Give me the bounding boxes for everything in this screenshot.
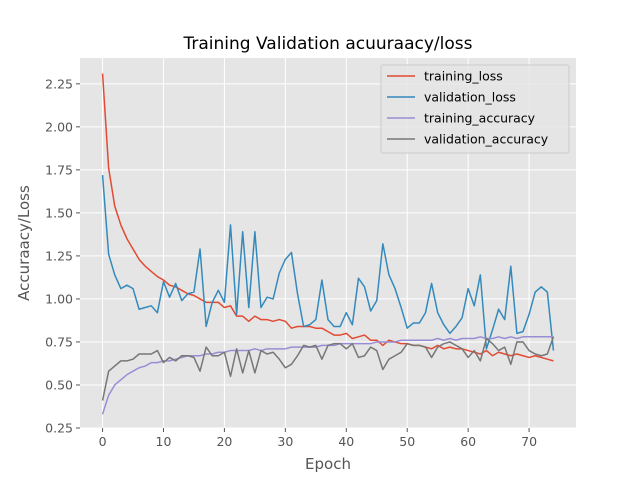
y-tick-label: 1.00 (45, 291, 73, 306)
y-tick-label: 0.75 (45, 334, 73, 349)
x-axis-label: Epoch (305, 455, 351, 473)
x-tick-label: 0 (99, 434, 107, 449)
y-tick-label: 1.50 (45, 205, 73, 220)
x-tick-label: 20 (216, 434, 232, 449)
legend-label: training_loss (424, 69, 503, 84)
series-line-validation-loss (101, 174, 555, 351)
chart-title: Training Validation acuuraacy/loss (183, 34, 473, 54)
y-axis: 0.25 0.50 0.75 1.00 1.25 1.50 1.75 2.00 2.25 (45, 76, 80, 436)
legend-label: training_accuracy (424, 111, 536, 126)
x-tick-label: 40 (338, 434, 354, 449)
x-tick-label: 50 (399, 434, 415, 449)
x-tick-label: 60 (460, 434, 476, 449)
y-tick-label: 0.25 (45, 421, 73, 436)
x-tick-label: 30 (277, 434, 293, 449)
y-tick-label: 1.75 (45, 162, 73, 177)
series-line-validation-accuracy (101, 336, 555, 401)
y-axis-label: Accuraacy/Loss (15, 185, 33, 301)
legend-label: validation_accuracy (424, 132, 549, 147)
x-axis: 0 10 20 30 40 50 60 70 (99, 428, 537, 449)
legend-label: validation_loss (424, 90, 516, 105)
y-tick-label: 2.25 (45, 76, 73, 91)
x-tick-label: 70 (521, 434, 537, 449)
series-layer (101, 73, 555, 415)
y-tick-label: 0.50 (45, 377, 73, 392)
legend-box (380, 64, 570, 154)
y-tick-label: 2.00 (45, 119, 73, 134)
y-tick-label: 1.25 (45, 248, 73, 263)
legend: training_loss validation_loss training_acc… (380, 64, 570, 154)
x-tick-label: 10 (156, 434, 172, 449)
